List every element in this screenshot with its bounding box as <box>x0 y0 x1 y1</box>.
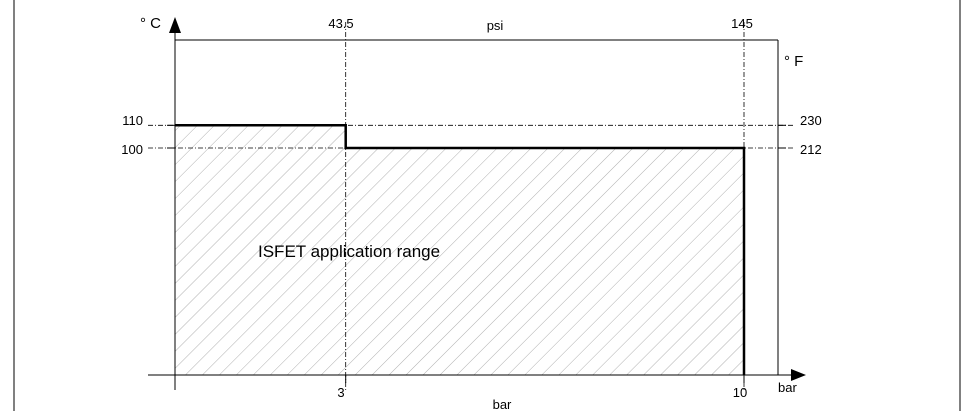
psi-axis-title: psi <box>487 18 504 33</box>
y-axis-arrow-icon <box>169 17 181 33</box>
tick-label-y-110: 110 <box>122 113 143 128</box>
tick-label-psi-43-5: 43.5 <box>328 16 353 31</box>
tick-marks <box>167 124 786 383</box>
application-range-area <box>175 125 744 375</box>
tick-label-f-230: 230 <box>800 113 822 128</box>
tick-label-x-3: 3 <box>337 385 344 400</box>
bar-axis-title: bar <box>493 397 512 411</box>
tick-label-f-212: 212 <box>800 142 822 157</box>
tick-label-psi-145: 145 <box>731 16 753 31</box>
y-left-unit-label: ° C <box>140 15 161 32</box>
application-range-annotation: ISFET application range <box>258 242 440 261</box>
y-right-unit-label: ° F <box>784 53 803 70</box>
bar-unit-label: bar <box>778 380 797 395</box>
x-axis-arrow-icon <box>791 369 806 381</box>
tick-label-y-100: 100 <box>121 142 143 157</box>
range-boundary-line <box>175 124 746 375</box>
tick-label-x-10: 10 <box>733 385 747 400</box>
